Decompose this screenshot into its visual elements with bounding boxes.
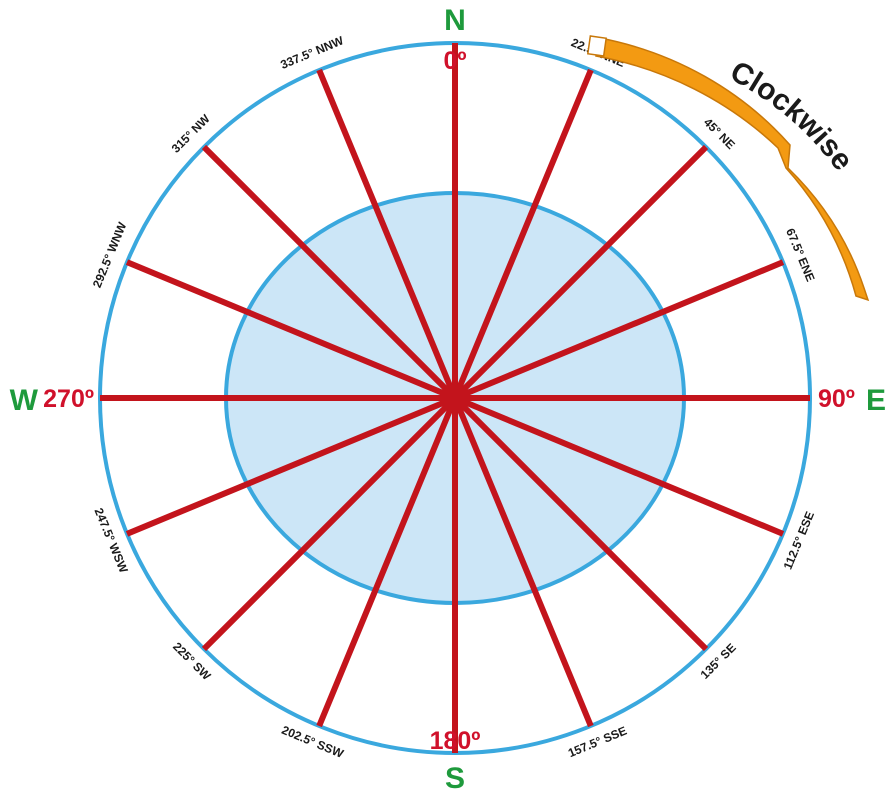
spoke-337-5 bbox=[316, 68, 458, 400]
clockwise-arrow-icon bbox=[595, 37, 870, 302]
cardinal-west: W bbox=[10, 384, 39, 417]
center-hub bbox=[441, 384, 469, 412]
spoke-157-5 bbox=[452, 396, 594, 728]
spoke-202-5 bbox=[316, 396, 458, 728]
degree-label-south: 180º bbox=[430, 727, 481, 755]
cardinal-east: E bbox=[866, 384, 886, 417]
spokes-group bbox=[100, 43, 810, 753]
spoke-67-5 bbox=[453, 259, 785, 401]
spoke-315 bbox=[201, 144, 458, 401]
cardinal-north: N bbox=[444, 4, 466, 37]
spoke-45 bbox=[452, 144, 709, 401]
spoke-225 bbox=[201, 395, 458, 652]
spoke-247-5 bbox=[125, 395, 457, 537]
degree-label-east: 90º bbox=[818, 385, 855, 413]
degree-label-north: 0º bbox=[443, 47, 466, 75]
arrow-tail bbox=[586, 35, 608, 57]
spoke-112-5 bbox=[453, 395, 785, 537]
cardinal-south: S bbox=[445, 762, 465, 793]
spoke-135 bbox=[452, 395, 709, 652]
spoke-22-5 bbox=[452, 68, 594, 400]
spoke-292-5 bbox=[125, 259, 457, 401]
degree-label-west: 270º bbox=[43, 385, 94, 413]
